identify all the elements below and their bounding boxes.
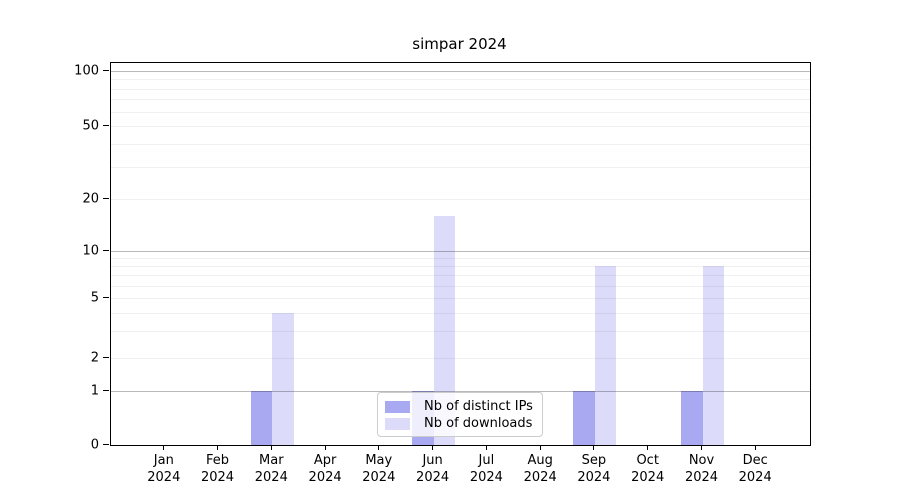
minor-gridline [111,111,810,113]
minor-gridline [111,88,810,90]
bar-distinct-ips [573,391,595,445]
y-tick-mark [103,297,109,299]
legend-item-downloads: Nb of downloads [385,416,534,431]
y-tick-mark [103,357,109,359]
bar-distinct-ips [681,391,703,445]
y-tick-label: 50 [82,118,99,133]
x-tick-label: Sep 2024 [577,453,611,485]
x-tick-label: Nov 2024 [684,453,719,485]
x-tick-label: Oct 2024 [631,453,665,485]
minor-gridline [111,126,810,127]
minor-gridline [111,358,810,359]
legend-label-downloads: Nb of downloads [424,416,533,431]
x-tick-mark [539,445,541,450]
major-gridline [111,71,810,72]
legend-item-distinct-ips: Nb of distinct IPs [385,399,534,414]
x-tick-mark [378,445,380,450]
y-tick-mark [103,250,109,252]
y-tick-mark [103,390,109,392]
y-tick-label: 2 [90,350,99,365]
y-tick-label: 20 [82,191,99,206]
legend-swatch-distinct-ips [385,400,410,413]
x-tick-label: Jun 2024 [416,453,450,485]
x-tick-mark [270,445,272,450]
bar-distinct-ips [250,391,273,445]
x-tick-mark [647,445,649,450]
x-tick-mark [324,445,326,450]
major-gridline [111,391,810,392]
y-tick-label: 100 [74,63,99,78]
bar-downloads [594,266,617,445]
y-tick-label: 0 [90,437,99,452]
y-tick-mark [103,198,109,200]
plot-area [110,62,811,446]
minor-gridline [111,79,810,81]
bar-downloads [433,215,456,445]
minor-gridline [111,199,810,200]
legend-swatch-downloads [385,417,410,430]
major-gridline [111,251,810,252]
x-tick-mark [432,445,434,450]
minor-gridline [111,275,810,277]
x-tick-label: Apr 2024 [308,453,342,485]
x-tick-label: Jul 2024 [469,453,503,485]
chart-title: simpar 2024 [412,35,507,53]
y-tick-label: 1 [90,383,99,398]
bar-downloads [702,266,724,445]
x-tick-label: Dec 2024 [738,453,772,485]
x-tick-label: Mar 2024 [254,453,288,485]
minor-gridline [111,285,810,287]
minor-gridline [111,312,810,314]
minor-gridline [111,166,810,168]
y-tick-mark [103,70,109,72]
y-tick-mark [103,444,109,446]
x-tick-label: Feb 2024 [200,453,235,485]
minor-gridline [111,258,810,260]
minor-gridline [111,266,810,268]
x-tick-mark [700,445,703,450]
bar-downloads [272,312,294,445]
x-tick-mark [485,445,487,450]
x-tick-label: May 2024 [362,453,396,485]
minor-gridline [111,331,810,333]
minor-gridline [111,143,810,145]
y-tick-label: 10 [82,243,99,258]
x-tick-mark [754,445,756,450]
y-tick-mark [103,125,109,127]
legend-label-distinct-ips: Nb of distinct IPs [424,399,533,414]
minor-gridline [111,99,810,101]
y-tick-label: 5 [90,290,99,305]
x-tick-label: Jan 2024 [147,453,181,485]
x-tick-mark [163,445,165,450]
legend: Nb of distinct IPs Nb of downloads [377,392,543,437]
x-tick-mark [216,445,219,450]
x-tick-label: Aug 2024 [523,453,557,485]
minor-gridline [111,298,810,299]
x-tick-mark [593,445,595,450]
